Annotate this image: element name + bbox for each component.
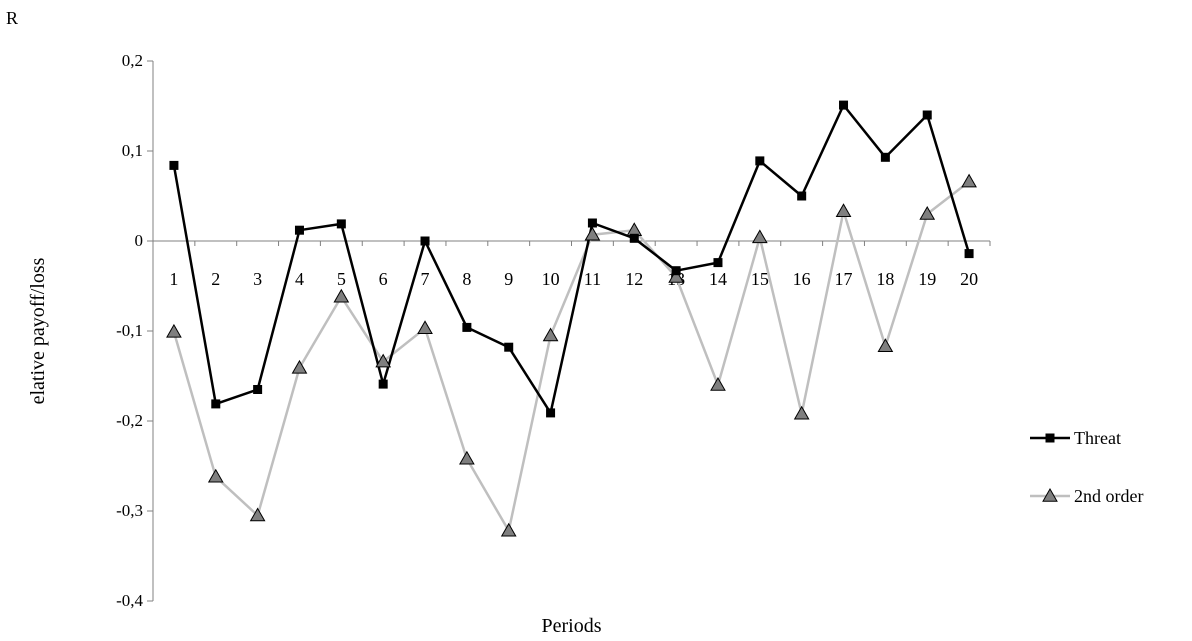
x-tick-label: 6	[379, 269, 388, 289]
x-tick-label: 8	[462, 269, 471, 289]
data-point-2nd-order	[542, 327, 559, 342]
x-tick-label: 7	[421, 269, 430, 289]
y-axis-title: elative payoff/loss	[27, 257, 49, 404]
x-axis-ticks: 1234567891011121314151617181920	[152, 241, 991, 289]
data-point-2nd-order	[417, 320, 433, 335]
y-tick-label: 0	[135, 231, 144, 250]
data-point-threat	[922, 110, 932, 120]
x-tick-label: 11	[584, 269, 601, 289]
y-tick-label: -0,1	[116, 321, 143, 340]
x-tick-label: 2	[211, 269, 220, 289]
x-tick-label: 20	[960, 269, 978, 289]
x-tick-label: 19	[918, 269, 936, 289]
data-point-2nd-order	[793, 405, 810, 420]
y-axis-ticks: 0,2 0,1 0 -0,1 -0,2 -0,3 -0,4	[116, 51, 153, 610]
x-tick-label: 5	[337, 269, 346, 289]
x-tick-label: 18	[876, 269, 894, 289]
y-tick-label: 0,1	[122, 141, 143, 160]
data-point-threat	[336, 219, 346, 229]
data-point-threat	[587, 218, 597, 228]
legend-label-2nd-order: 2nd order	[1074, 486, 1143, 506]
data-point-threat	[629, 233, 639, 243]
x-tick-label: 10	[542, 269, 560, 289]
x-tick-label: 15	[751, 269, 769, 289]
x-tick-label: 9	[504, 269, 513, 289]
data-point-threat	[671, 266, 681, 276]
data-point-2nd-order	[710, 376, 726, 391]
y-tick-label: -0,4	[116, 591, 143, 610]
x-tick-label: 4	[295, 269, 304, 289]
data-point-2nd-order	[333, 288, 350, 303]
series-line-threat	[172, 103, 971, 415]
data-point-threat	[797, 191, 807, 201]
legend-marker-threat	[1045, 433, 1055, 443]
data-point-2nd-order	[584, 226, 601, 241]
data-point-2nd-order	[500, 522, 517, 537]
stray-axis-letter: R	[6, 8, 19, 28]
y-tick-label: -0,3	[116, 501, 143, 520]
legend-marker-2nd-order	[1042, 487, 1058, 502]
data-point-threat	[546, 408, 556, 418]
data-point-threat	[755, 156, 765, 166]
data-point-2nd-order	[291, 359, 308, 374]
data-point-threat	[504, 342, 514, 352]
data-point-2nd-order	[459, 450, 475, 465]
data-point-2nd-order	[961, 173, 977, 188]
data-point-threat	[169, 160, 179, 170]
data-point-2nd-order	[751, 229, 768, 244]
y-tick-label: -0,2	[116, 411, 143, 430]
data-point-threat	[964, 249, 974, 259]
data-point-threat	[462, 322, 472, 332]
data-point-2nd-order	[877, 338, 894, 353]
data-point-2nd-order	[375, 353, 392, 368]
x-tick-label: 3	[253, 269, 262, 289]
series-line-2nd-order	[172, 180, 970, 533]
x-tick-label: 1	[169, 269, 178, 289]
data-point-2nd-order	[166, 323, 182, 338]
data-point-threat	[713, 258, 723, 268]
series-group	[166, 100, 977, 537]
data-point-2nd-order	[668, 268, 684, 283]
data-point-threat	[253, 385, 263, 394]
x-axis-title: Periods	[542, 615, 602, 637]
data-point-threat	[420, 236, 430, 246]
x-tick-label: 12	[625, 269, 643, 289]
data-point-threat	[294, 225, 304, 235]
data-point-2nd-order	[249, 507, 266, 522]
data-point-threat	[378, 379, 388, 389]
data-point-2nd-order	[919, 205, 936, 220]
data-point-2nd-order	[626, 222, 643, 236]
data-point-threat	[211, 399, 221, 409]
x-tick-label: 17	[835, 269, 853, 289]
legend: Threat 2nd order	[1030, 428, 1143, 506]
x-tick-label: 14	[709, 269, 727, 289]
data-point-2nd-order	[207, 468, 224, 483]
x-tick-label: 16	[793, 269, 811, 289]
y-tick-label: 0,2	[122, 51, 143, 70]
legend-label-threat: Threat	[1074, 428, 1121, 448]
data-point-2nd-order	[835, 203, 852, 218]
data-point-threat	[839, 100, 849, 110]
data-point-threat	[880, 152, 890, 162]
